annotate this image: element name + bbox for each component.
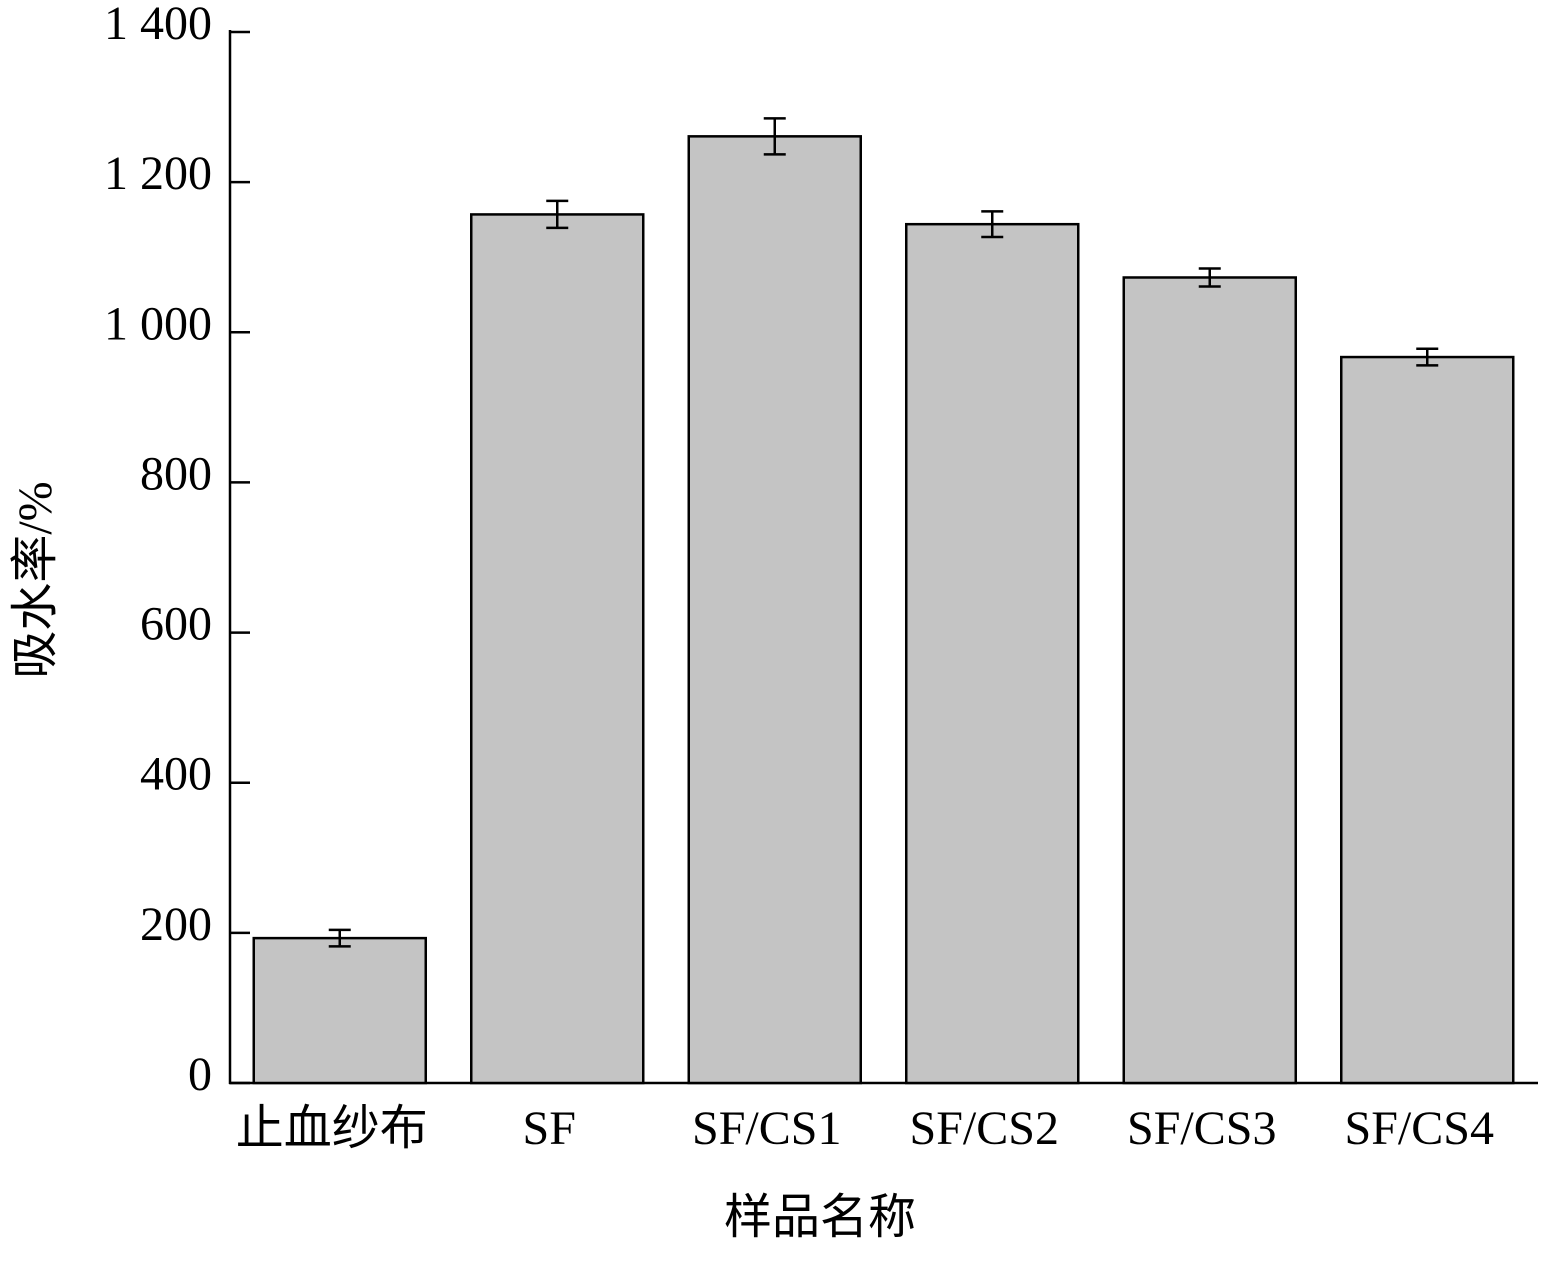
- x-tick-label: 止血纱布: [236, 1102, 428, 1155]
- x-tick-label: SF/CS3: [1127, 1102, 1276, 1155]
- y-tick-label: 1 200: [104, 147, 212, 200]
- bar: [1340, 355, 1515, 1085]
- bar: [905, 222, 1080, 1085]
- x-axis-label: 样品名称: [724, 1191, 916, 1244]
- bar: [252, 936, 427, 1085]
- y-tick-label: 200: [140, 898, 212, 951]
- x-tick-label: SF: [523, 1102, 576, 1155]
- x-tick-label: SF/CS2: [910, 1102, 1059, 1155]
- y-tick-label: 600: [140, 598, 212, 651]
- x-tick-label: SF/CS4: [1345, 1102, 1494, 1155]
- y-axis-label: 吸水率/%: [9, 481, 62, 678]
- bar: [687, 135, 862, 1085]
- bar: [470, 213, 645, 1085]
- y-tick-label: 0: [188, 1048, 212, 1101]
- y-tick-label: 1 000: [104, 297, 212, 350]
- y-tick-label: 800: [140, 447, 212, 500]
- y-tick-label: 1 400: [104, 0, 212, 50]
- bar: [1122, 276, 1297, 1085]
- x-tick-label: SF/CS1: [692, 1102, 841, 1155]
- y-tick-label: 400: [140, 748, 212, 801]
